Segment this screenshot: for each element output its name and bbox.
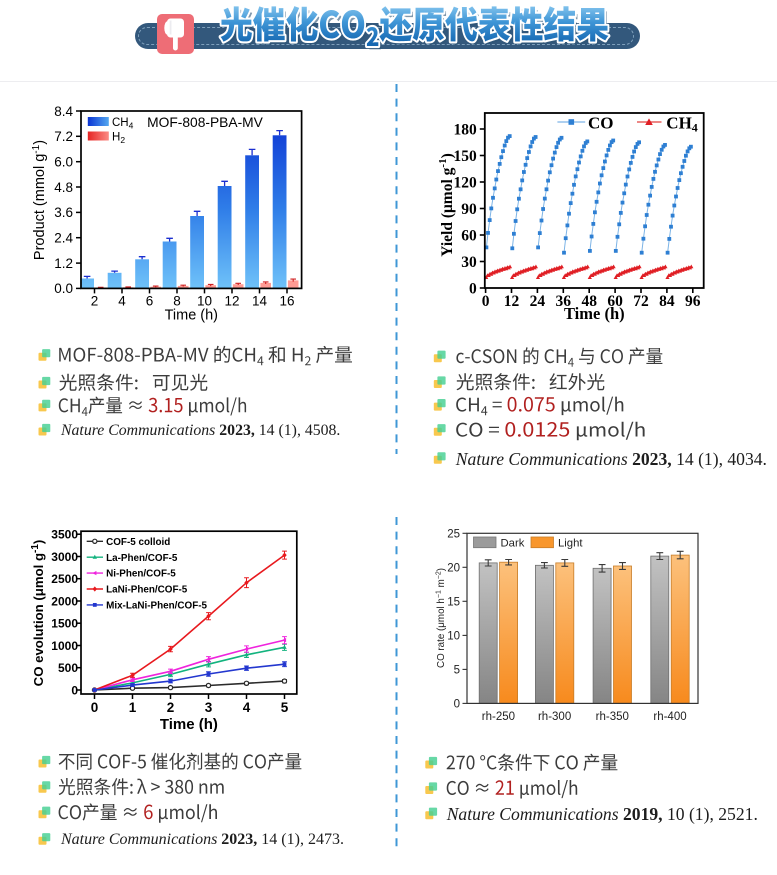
svg-text:2500: 2500 [51, 572, 78, 586]
svg-text:rh-250: rh-250 [482, 711, 515, 723]
svg-text:3.6: 3.6 [54, 205, 73, 220]
svg-text:rh-400: rh-400 [653, 711, 686, 723]
svg-text:0: 0 [454, 698, 460, 710]
svg-text:72: 72 [633, 293, 649, 310]
svg-text:500: 500 [58, 661, 78, 675]
svg-text:84: 84 [659, 293, 675, 310]
svg-text:10: 10 [197, 293, 212, 308]
svg-text:LaNi-Phen/COF-5: LaNi-Phen/COF-5 [106, 585, 188, 596]
svg-text:180: 180 [454, 122, 478, 139]
svg-text:12: 12 [224, 293, 239, 308]
svg-text:25: 25 [447, 528, 460, 540]
svg-text:15: 15 [447, 596, 460, 608]
svg-text:60: 60 [607, 293, 623, 310]
svg-text:Time (h): Time (h) [564, 304, 625, 323]
svg-text:0: 0 [482, 293, 490, 310]
svg-text:CO evolution (μmol g-1): CO evolution (μmol g-1) [30, 540, 46, 687]
svg-text:1000: 1000 [51, 639, 78, 653]
svg-text:6.0: 6.0 [54, 155, 73, 170]
svg-text:1.2: 1.2 [54, 256, 73, 271]
svg-text:4: 4 [118, 293, 126, 308]
svg-text:5: 5 [454, 664, 460, 676]
svg-text:96: 96 [685, 293, 701, 310]
svg-text:CO: CO [588, 114, 614, 133]
svg-text:30: 30 [461, 254, 477, 271]
svg-text:rh-350: rh-350 [596, 711, 629, 723]
svg-text:3: 3 [205, 700, 213, 715]
svg-text:MOF-808-PBA-MV: MOF-808-PBA-MV [147, 115, 264, 130]
svg-text:2: 2 [167, 700, 175, 715]
svg-text:12: 12 [504, 293, 520, 310]
svg-text:7.2: 7.2 [54, 129, 73, 144]
svg-text:1: 1 [129, 700, 137, 715]
svg-text:3000: 3000 [51, 550, 78, 564]
svg-text:Ni-Phen/COF-5: Ni-Phen/COF-5 [106, 569, 176, 580]
svg-text:0: 0 [71, 683, 78, 697]
svg-text:14: 14 [252, 293, 268, 308]
svg-text:4: 4 [243, 700, 251, 715]
svg-text:0.0: 0.0 [54, 281, 73, 296]
svg-text:CO rate (μmol h−1 m−2): CO rate (μmol h−1 m−2) [436, 568, 448, 668]
svg-text:H2: H2 [112, 132, 125, 146]
svg-text:20: 20 [447, 562, 460, 574]
svg-text:0: 0 [91, 700, 99, 715]
svg-text:90: 90 [461, 201, 477, 218]
svg-text:COF-5 colloid: COF-5 colloid [106, 537, 170, 548]
svg-text:Time (h): Time (h) [165, 307, 218, 323]
svg-text:CH4: CH4 [666, 114, 698, 135]
svg-text:10: 10 [447, 630, 460, 642]
svg-text:48: 48 [581, 293, 597, 310]
svg-text:36: 36 [556, 293, 572, 310]
svg-text:3500: 3500 [51, 528, 78, 542]
svg-text:2000: 2000 [51, 594, 78, 608]
svg-text:Dark: Dark [501, 537, 525, 549]
svg-text:120: 120 [454, 175, 478, 192]
svg-text:60: 60 [461, 228, 477, 245]
svg-text:4.8: 4.8 [54, 180, 73, 195]
svg-text:16: 16 [279, 293, 294, 308]
svg-text:CH4: CH4 [112, 117, 134, 131]
svg-text:6: 6 [146, 293, 154, 308]
svg-text:rh-300: rh-300 [538, 711, 571, 723]
svg-text:Time (h): Time (h) [160, 716, 218, 733]
svg-text:Mix-LaNi-Phen/COF-5: Mix-LaNi-Phen/COF-5 [106, 601, 207, 612]
svg-text:0: 0 [469, 281, 477, 298]
svg-text:8.4: 8.4 [54, 104, 73, 119]
svg-text:La-Phen/COF-5: La-Phen/COF-5 [106, 553, 178, 564]
svg-text:5: 5 [281, 700, 289, 715]
svg-text:2.4: 2.4 [54, 231, 73, 246]
svg-text:Light: Light [558, 537, 583, 549]
svg-text:8: 8 [173, 293, 181, 308]
svg-text:Product (mmol g-1): Product (mmol g-1) [31, 140, 48, 260]
svg-text:2: 2 [91, 293, 99, 308]
svg-text:1500: 1500 [51, 617, 78, 631]
svg-text:150: 150 [454, 148, 478, 165]
svg-text:24: 24 [530, 293, 546, 310]
svg-text:Yield (μmol g-1): Yield (μmol g-1) [437, 153, 456, 257]
